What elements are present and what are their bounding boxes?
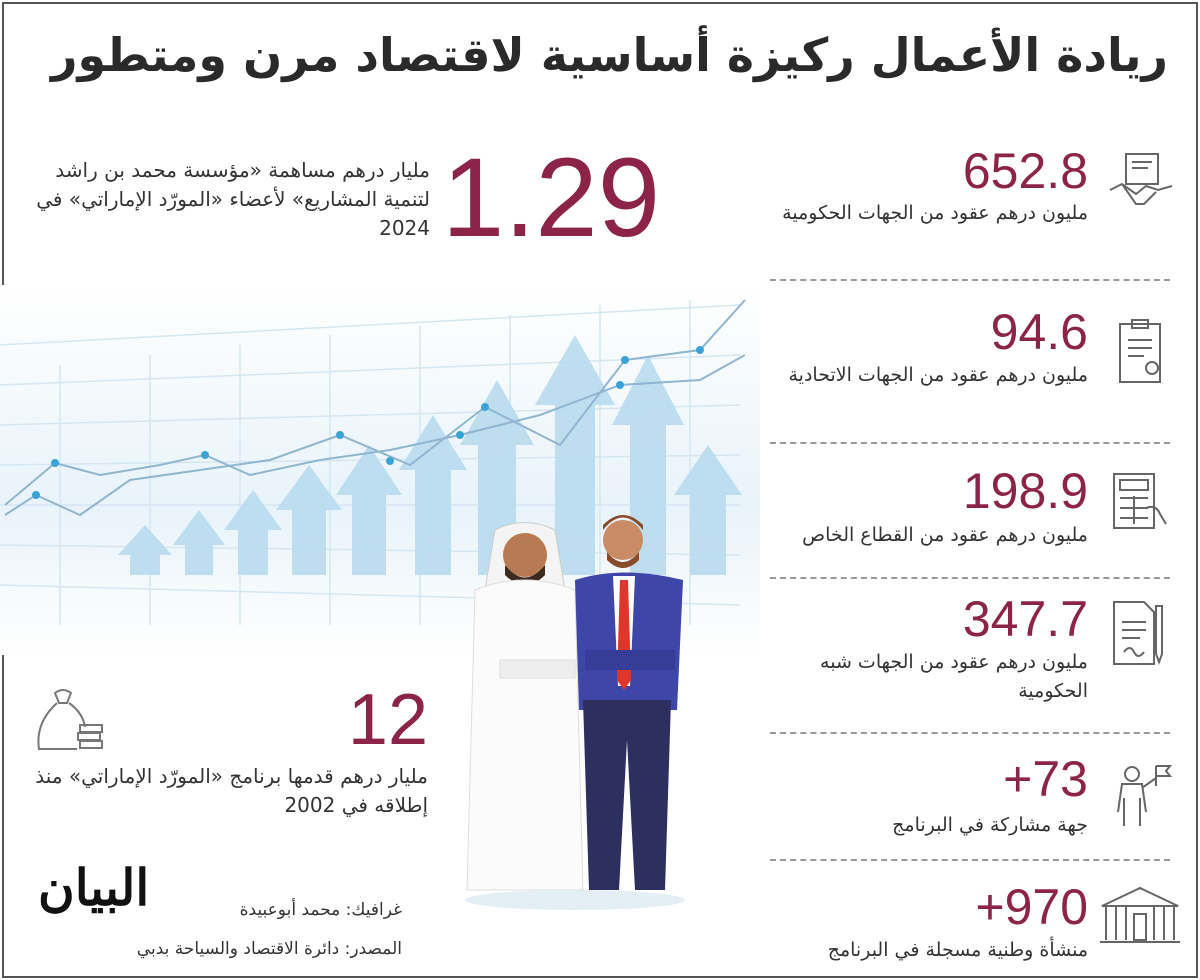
document-pen-icon (1106, 598, 1176, 668)
program-value: 12 (347, 680, 428, 760)
divider (770, 442, 1170, 444)
stat-value: +970 (975, 879, 1088, 935)
albayan-logo: البيان (38, 858, 150, 917)
stat-value: +73 (1003, 751, 1088, 807)
headline-value: 1.29 (442, 135, 660, 260)
stat-value: 347.7 (962, 591, 1088, 647)
building-icon (1098, 884, 1182, 954)
page-title: ريادة الأعمال ركيزة أساسية لاقتصاد مرن و… (50, 28, 1168, 82)
program-text: مليار درهم قدمها برنامج «المورّد الإمارا… (35, 764, 428, 817)
graphic-credit: غرافيك: محمد أبوعبيدة (239, 900, 402, 920)
money-bag-icon (35, 685, 107, 755)
stat-label: جهة مشاركة في البرنامج (892, 814, 1088, 836)
stat-value: 198.9 (962, 463, 1088, 519)
businessman-flag-icon (1106, 762, 1176, 832)
divider (770, 859, 1170, 861)
businessmen-illustration (455, 510, 695, 915)
stat-label: مليون درهم عقود من القطاع الخاص (802, 524, 1088, 546)
divider (770, 279, 1170, 281)
headline-text: مليار درهم مساهمة «مؤسسة محمد بن راشد لت… (36, 158, 430, 240)
stat-label: مليون درهم عقود من الجهات الحكومية (782, 202, 1088, 224)
divider (770, 577, 1170, 579)
calculator-hand-icon (1106, 468, 1176, 538)
stat-label: منشأة وطنية مسجلة في البرنامج (827, 939, 1088, 961)
stat-value: 652.8 (962, 143, 1088, 199)
divider (770, 732, 1170, 734)
stat-label: مليون درهم عقود من الجهات الاتحادية (788, 364, 1089, 386)
stat-label: مليون درهم عقود من الجهات شبه الحكومية (820, 651, 1088, 702)
certificate-icon (1106, 318, 1176, 388)
source-text: المصدر: دائرة الاقتصاد والسياحة بدبي (136, 939, 402, 959)
handshake-contract-icon (1106, 150, 1176, 220)
stat-value: 94.6 (990, 304, 1088, 360)
